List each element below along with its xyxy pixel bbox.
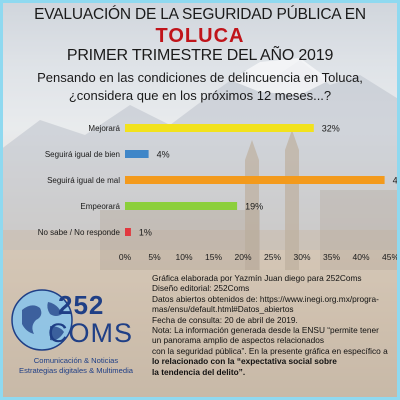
x-tick-label: 20% [234,252,251,262]
x-tick-label: 35% [323,252,340,262]
bar-3 [125,202,238,210]
x-tick-label: 45% [382,252,399,262]
logo-number: 252 [58,290,105,320]
info-line: Gráfica elaborada por Yazmín Juan diego … [152,273,362,283]
value-label: 44% [393,176,400,186]
x-tick-label: 15% [205,252,222,262]
category-label: Mejorará [88,124,120,133]
category-label: Seguirá igual de bien [45,150,120,159]
x-tick-label: 10% [175,252,192,262]
info-line: la tendencia del delito”. [152,366,246,377]
bar-4 [125,228,131,236]
question-line-2: ¿considera que en los próximos 12 meses.… [68,88,332,103]
logo-tagline-2: Estrategias digitales & Multimedia [19,366,133,375]
title-line-1: EVALUACIÓN DE LA SEGURIDAD PÚBLICA EN [34,6,366,23]
info-line: mas/ensu/default.html#Datos_abiertos [152,304,294,315]
bar-1 [125,150,149,158]
value-label: 1% [139,228,152,238]
info-line: Nota: La información generada desde la E… [152,325,379,336]
x-tick-label: 5% [148,252,161,262]
category-label: Empeorará [80,202,120,211]
category-label: Seguirá igual de mal [47,176,120,185]
bar-2 [125,176,385,184]
value-label: 4% [157,150,170,160]
x-tick-label: 40% [352,252,369,262]
info-line: Fecha de consulta: 20 de abril de 2019. [152,314,298,325]
category-label: No sabe / No responde [38,228,121,237]
info-line: con la seguridad pública”. En la present… [152,345,388,356]
x-tick-label: 25% [264,252,281,262]
logo-tagline-1: Comunicación & Noticias [33,356,119,365]
info-line: Datos abiertos obtenidos de: https://www… [152,293,379,304]
source-notes: Gráfica elaborada por Yazmín Juan diego … [152,273,396,377]
logo-word: COMS [48,318,133,348]
x-tick-label: 0% [119,252,132,262]
bar-0 [125,124,314,132]
title-period: PRIMER TRIMESTRE DEL AÑO 2019 [66,47,334,64]
value-label: 19% [245,202,263,212]
brand-logo: 252 COMS Comunicación & Noticias Estrate… [4,282,148,394]
info-line: un panorama amplio de aspectos relaciona… [152,335,325,346]
bar-chart: Mejorará 32% Seguirá igual de bien 4% Seguir… [38,124,400,263]
info-line: Diseño editorial: 252Coms [152,283,250,294]
value-label: 32% [322,124,340,134]
x-tick-label: 30% [293,252,310,262]
info-line: lo relacionado con la “expectativa socia… [152,356,337,367]
question-line-1: Pensando en las condiciones de delincuen… [37,70,363,85]
title-city: TOLUCA [155,25,245,47]
